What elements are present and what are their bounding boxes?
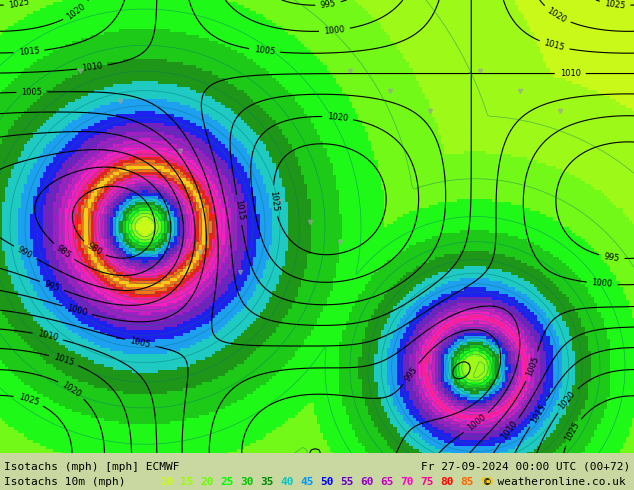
Text: 40: 40 (280, 477, 294, 488)
Text: 995: 995 (403, 365, 419, 383)
Text: 1015: 1015 (53, 352, 75, 368)
Text: 1025: 1025 (8, 0, 30, 10)
Text: 1010: 1010 (37, 330, 59, 343)
Text: 1015: 1015 (233, 199, 245, 221)
Text: 1005: 1005 (129, 336, 152, 349)
Text: © weatheronline.co.uk: © weatheronline.co.uk (484, 477, 626, 488)
Text: 1020: 1020 (65, 1, 87, 21)
Text: 990: 990 (16, 245, 34, 260)
Text: 15: 15 (180, 477, 193, 488)
Text: 1015: 1015 (18, 47, 40, 57)
Text: 995: 995 (604, 252, 620, 263)
Text: 25: 25 (220, 477, 233, 488)
Text: Isotachs (mph) [mph] ECMWF: Isotachs (mph) [mph] ECMWF (4, 462, 179, 472)
Text: 1000: 1000 (465, 413, 488, 433)
Text: 1025: 1025 (268, 190, 280, 212)
Text: 75: 75 (420, 477, 434, 488)
Text: 1000: 1000 (592, 278, 613, 289)
Text: 1025: 1025 (17, 392, 40, 408)
Text: 65: 65 (380, 477, 394, 488)
Text: Fr 27-09-2024 00:00 UTC (00+72): Fr 27-09-2024 00:00 UTC (00+72) (421, 462, 630, 472)
Text: 50: 50 (320, 477, 333, 488)
Text: 90: 90 (480, 477, 493, 488)
Text: 60: 60 (360, 477, 373, 488)
Text: 55: 55 (340, 477, 354, 488)
Text: 30: 30 (240, 477, 254, 488)
Text: 995: 995 (320, 0, 337, 10)
Text: 1025: 1025 (604, 0, 626, 10)
Text: 1020: 1020 (60, 380, 83, 399)
Text: Isotachs 10m (mph): Isotachs 10m (mph) (4, 477, 126, 488)
Text: 70: 70 (400, 477, 413, 488)
Text: 35: 35 (260, 477, 273, 488)
Text: 1015: 1015 (529, 402, 548, 425)
Text: 10: 10 (160, 477, 174, 488)
Text: 1010: 1010 (500, 419, 520, 441)
Text: 1020: 1020 (557, 390, 577, 412)
Text: 1025: 1025 (563, 420, 581, 443)
Text: 85: 85 (460, 477, 474, 488)
Text: 1000: 1000 (65, 303, 88, 318)
Text: 1005: 1005 (254, 45, 275, 56)
Text: 80: 80 (440, 477, 453, 488)
Text: 1010: 1010 (81, 61, 103, 73)
Text: 980: 980 (85, 242, 103, 258)
Text: 20: 20 (200, 477, 214, 488)
Text: 1015: 1015 (543, 39, 566, 53)
Text: 985: 985 (55, 244, 73, 260)
Text: 1020: 1020 (545, 6, 568, 25)
Text: 1020: 1020 (327, 112, 349, 123)
Text: 1005: 1005 (524, 355, 540, 378)
Text: 45: 45 (300, 477, 313, 488)
Text: 1000: 1000 (323, 25, 346, 36)
Text: 1005: 1005 (22, 88, 42, 97)
Text: 1010: 1010 (560, 69, 581, 78)
Text: 995: 995 (43, 279, 61, 293)
